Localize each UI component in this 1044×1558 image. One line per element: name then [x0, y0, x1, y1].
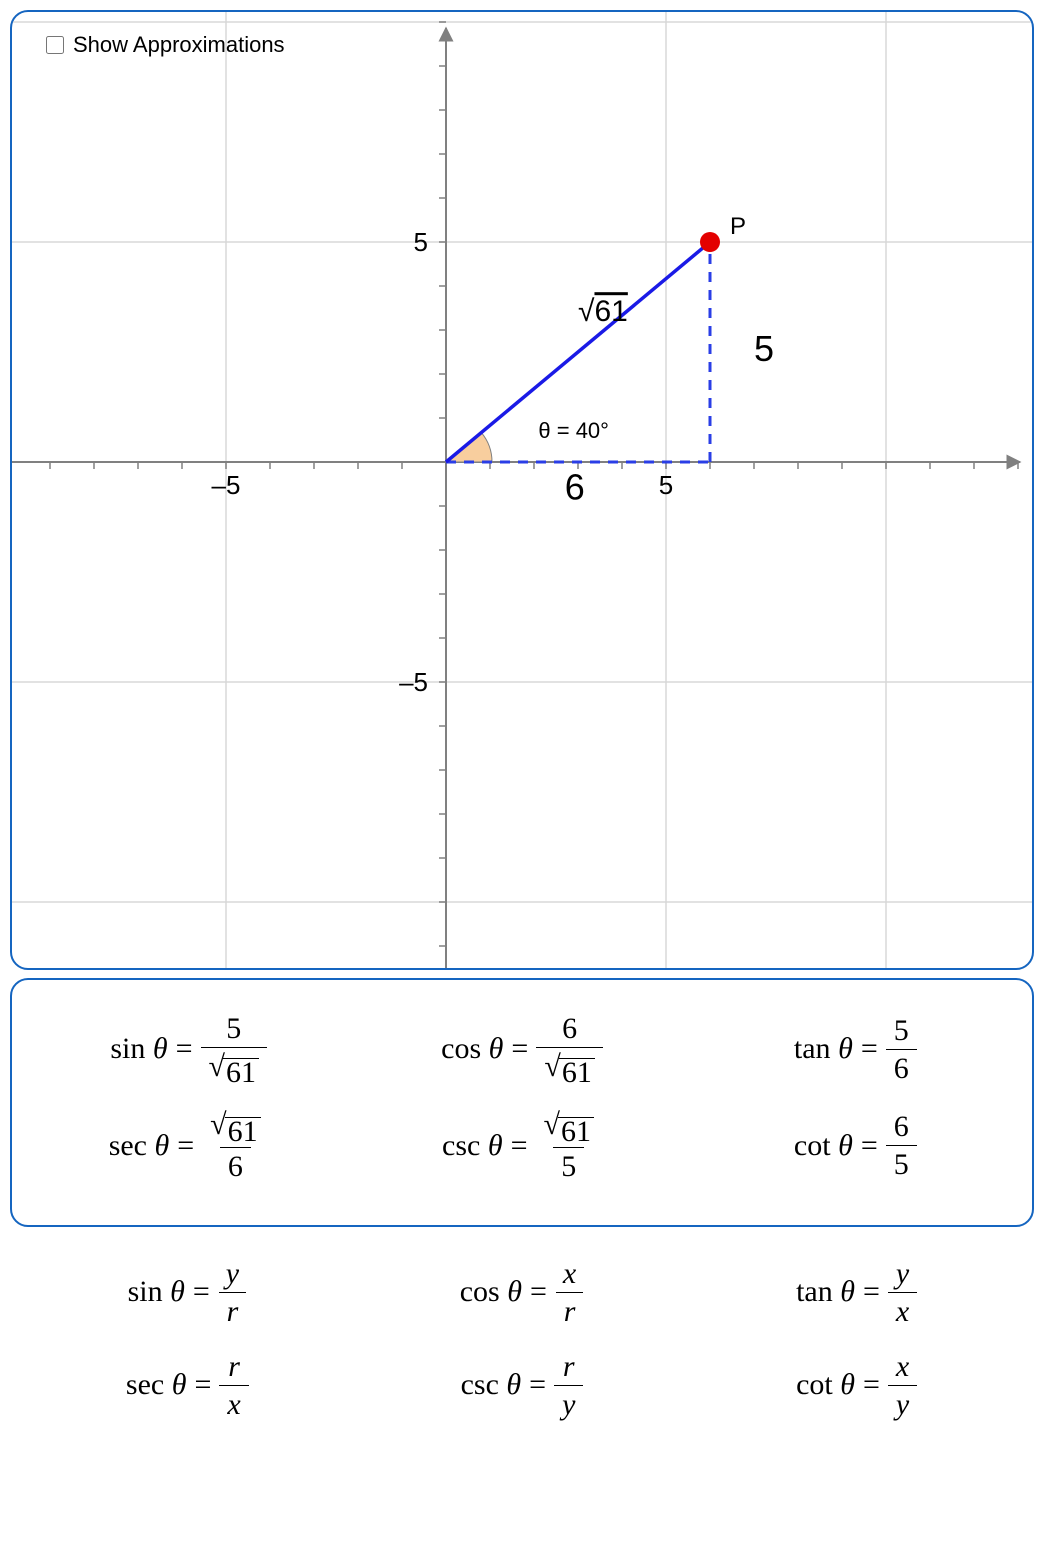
trig-values-panel: sin θ = 5 √61 cos θ = 6 √61 tan θ = 5 6 … — [10, 978, 1034, 1227]
coordinate-graph: –5 5 5 –5 √61 θ = 40° 5 6 P — [12, 12, 1034, 968]
tan-def: tan θ = y x — [796, 1255, 917, 1330]
show-approximations-label: Show Approximations — [73, 32, 285, 58]
sin-def: sin θ = y r — [128, 1255, 248, 1330]
trig-definitions-grid: sin θ = y r cos θ = x r tan θ = y x sec … — [30, 1255, 1014, 1423]
graph-panel: Show Approximations –5 5 5 –5 √61 θ = 40° 5 6 P — [10, 10, 1034, 970]
cos-value: cos θ = 6 √61 — [441, 1010, 603, 1088]
svg-text:P: P — [730, 213, 746, 240]
tan-value: tan θ = 5 6 — [794, 1010, 917, 1088]
trig-values-grid: sin θ = 5 √61 cos θ = 6 √61 tan θ = 5 6 … — [32, 1010, 1012, 1185]
svg-text:6: 6 — [565, 466, 585, 507]
show-approximations-input[interactable] — [46, 36, 64, 54]
svg-text:5: 5 — [414, 227, 428, 257]
cos-def: cos θ = x r — [460, 1255, 585, 1330]
svg-text:5: 5 — [659, 470, 673, 500]
sec-value: sec θ = √61 6 — [109, 1106, 269, 1184]
cot-value: cot θ = 6 5 — [794, 1106, 917, 1184]
svg-text:–5: –5 — [212, 470, 241, 500]
sin-value: sin θ = 5 √61 — [110, 1010, 267, 1088]
csc-value: csc θ = √61 5 — [442, 1106, 602, 1184]
show-approximations-checkbox[interactable]: Show Approximations — [42, 32, 285, 58]
sec-def: sec θ = r x — [126, 1348, 249, 1423]
trig-definitions-block: sin θ = y r cos θ = x r tan θ = y x sec … — [10, 1235, 1034, 1433]
cot-def: cot θ = x y — [796, 1348, 917, 1423]
csc-def: csc θ = r y — [461, 1348, 584, 1423]
svg-text:√61: √61 — [578, 295, 628, 328]
svg-text:–5: –5 — [399, 667, 428, 697]
svg-text:θ = 40°: θ = 40° — [538, 418, 609, 443]
svg-text:5: 5 — [754, 328, 774, 369]
